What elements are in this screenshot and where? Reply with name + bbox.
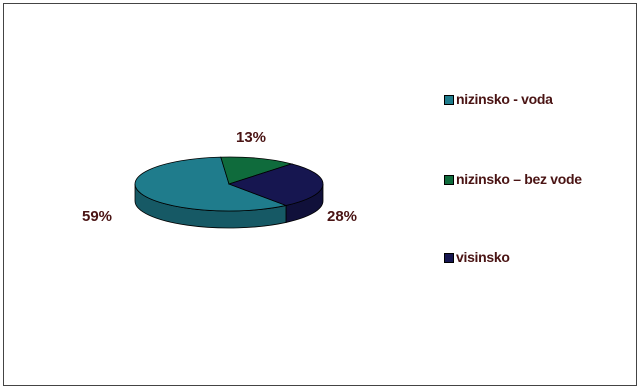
- pie-labels: 59% 13% 28%: [82, 129, 357, 225]
- pie-tops: [134, 156, 324, 212]
- data-label-nizinsko-voda: 59%: [82, 208, 112, 225]
- legend-label: visinsko: [456, 249, 510, 265]
- legend-item-nizinsko-voda: nizinsko - voda: [444, 90, 619, 108]
- legend-item-nizinsko-bez-vode: nizinsko – bez vode: [444, 170, 619, 188]
- legend-swatch: [444, 175, 454, 185]
- legend-swatch: [444, 253, 454, 263]
- legend-item-visinsko: visinsko: [444, 248, 619, 266]
- pie-slice-nizinsko-bez-vode: [220, 156, 294, 185]
- data-label-visinsko: 28%: [327, 208, 357, 225]
- pie-slice-visinsko: [227, 163, 324, 206]
- pie-slice-nizinsko-voda: [134, 156, 288, 212]
- data-label-nizinsko-bez-vode: 13%: [236, 129, 266, 146]
- legend-swatch: [444, 95, 454, 105]
- legend-label: nizinsko - voda: [456, 91, 553, 107]
- legend-label: nizinsko – bez vode: [456, 171, 582, 187]
